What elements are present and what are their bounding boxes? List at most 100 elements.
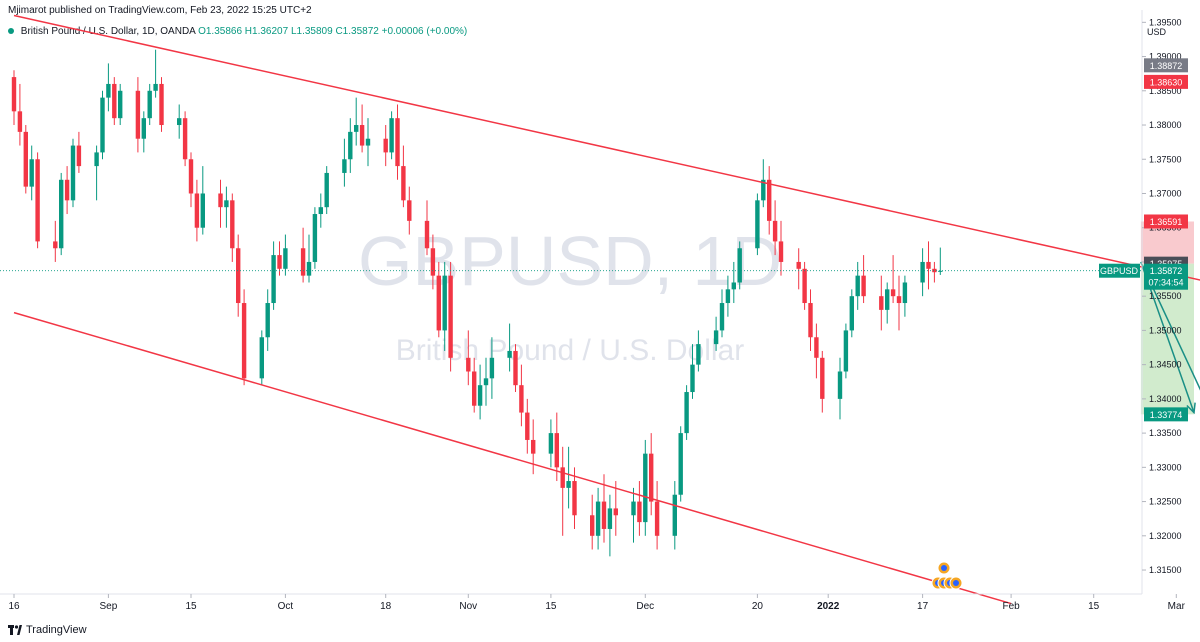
candle-body — [725, 289, 731, 304]
candle-body — [64, 179, 70, 201]
candle-body — [442, 275, 447, 331]
trendline-lower-channel — [13, 311, 1012, 605]
tradingview-logo-icon — [8, 625, 22, 635]
candle-body — [389, 118, 394, 153]
candle-body — [106, 83, 111, 98]
y-tick-label: 1.34000 — [1149, 394, 1182, 404]
tradingview-brand: TradingView — [26, 624, 87, 636]
y-tick-label: 1.38000 — [1149, 120, 1182, 130]
candle-body — [306, 261, 312, 276]
candle-body — [100, 97, 105, 153]
candle-body — [236, 248, 241, 304]
price-label-bg — [1144, 407, 1188, 422]
candle-body — [489, 357, 495, 379]
candle-body — [643, 453, 648, 523]
y-tick-label: 1.33000 — [1149, 462, 1182, 472]
candle-body — [938, 270, 943, 272]
candle-body — [613, 508, 618, 516]
currency-label: USD — [1147, 27, 1167, 37]
x-tick-label: 18 — [380, 601, 392, 612]
watermark-description: British Pound / U.S. Dollar — [396, 334, 744, 367]
candle-body — [277, 255, 282, 269]
candle-body — [430, 248, 436, 276]
candle-body — [35, 159, 40, 242]
candle-body — [525, 412, 530, 440]
candlestick-series — [11, 49, 943, 557]
x-tick-label: 20 — [752, 601, 764, 612]
y-tick-label: 1.39500 — [1149, 17, 1182, 27]
candle-body — [678, 433, 683, 495]
y-tick-label: 1.37500 — [1149, 154, 1182, 164]
candle-body — [837, 371, 843, 399]
candle-body — [159, 83, 164, 126]
y-tick-label: 1.38500 — [1149, 86, 1182, 96]
candle-body — [802, 268, 807, 304]
candle-body — [135, 90, 141, 139]
candle-body — [607, 508, 613, 529]
candle-body — [513, 350, 518, 386]
y-tick-label: 1.37000 — [1149, 188, 1182, 198]
candle-body — [477, 385, 483, 406]
candle-body — [23, 131, 28, 187]
candle-body — [141, 118, 146, 139]
change-value: +0.00006 (+0.00%) — [381, 26, 468, 37]
candle-body — [224, 200, 229, 208]
candle-body — [354, 125, 359, 132]
candle-body — [843, 330, 849, 372]
candle-body — [879, 296, 884, 310]
watermark-symbol: GBPUSD, 1D — [358, 222, 782, 300]
candle-body — [885, 289, 890, 310]
economic-event-flag-icon — [953, 580, 959, 586]
price-label-bg — [1144, 58, 1188, 73]
y-tick-label: 1.32500 — [1149, 497, 1182, 507]
candle-body — [324, 172, 329, 208]
x-tick-label: Sep — [100, 601, 118, 612]
candle-body — [731, 282, 736, 290]
candle-body — [395, 118, 400, 167]
candle-body — [359, 125, 365, 146]
candle-body — [772, 220, 778, 242]
candle-body — [548, 433, 554, 454]
y-tick-label: 1.35500 — [1149, 291, 1182, 301]
candle-body — [654, 501, 660, 536]
y-tick-label: 1.32000 — [1149, 531, 1182, 541]
candle-body — [259, 337, 264, 379]
candle-body — [920, 261, 925, 283]
candle-body — [755, 200, 760, 249]
symbol-info-bar: British Pound / U.S. Dollar, 1D, OANDA O… — [8, 26, 467, 37]
candle-body — [177, 118, 182, 126]
price-label-bg — [1144, 263, 1188, 290]
x-tick-label: Nov — [459, 601, 477, 612]
candle-body — [318, 207, 323, 215]
x-tick-label: 17 — [917, 601, 929, 612]
candle-body — [53, 241, 58, 249]
candle-body — [230, 200, 235, 249]
price-label: 1.33774 — [1150, 410, 1183, 420]
candle-body — [926, 261, 931, 269]
candle-body — [796, 261, 801, 269]
x-tick-label: 15 — [545, 601, 557, 612]
x-tick-label: 15 — [185, 601, 197, 612]
candle-body — [737, 248, 742, 283]
candle-body — [861, 275, 866, 297]
close-value: C1.35872 — [335, 26, 379, 37]
candle-body — [719, 303, 725, 331]
candle-body — [519, 385, 524, 413]
candle-body — [690, 364, 695, 393]
price-label: 1.38872 — [1150, 61, 1183, 71]
candle-body — [778, 241, 784, 262]
candle-body — [932, 268, 937, 273]
candle-body — [466, 357, 471, 372]
candle-body — [531, 439, 536, 454]
candle-body — [713, 330, 719, 345]
candle-body — [218, 193, 223, 208]
candle-body — [200, 193, 205, 228]
candle-body — [59, 179, 64, 249]
price-label-bg — [1144, 214, 1188, 229]
x-tick-label: Mar — [1168, 601, 1186, 612]
candle-body — [696, 344, 701, 365]
price-label: 1.35872 — [1150, 266, 1183, 276]
candle-body — [572, 481, 577, 516]
countdown-label: 07:34:54 — [1148, 278, 1183, 288]
